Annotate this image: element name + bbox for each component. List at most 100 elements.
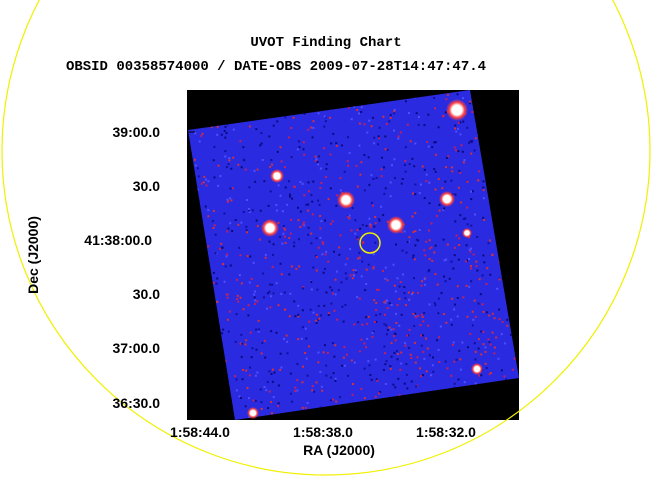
noise-pixel [317, 112, 320, 115]
noise-pixel [474, 137, 477, 140]
noise-pixel [424, 337, 427, 340]
noise-pixel [282, 337, 285, 340]
noise-pixel [384, 382, 387, 385]
noise-pixel [298, 265, 301, 268]
noise-pixel [357, 321, 360, 324]
noise-pixel [222, 263, 225, 266]
noise-pixel [340, 281, 343, 284]
noise-pixel [417, 116, 420, 119]
noise-pixel [344, 303, 347, 306]
noise-pixel [302, 221, 305, 224]
noise-pixel [350, 229, 353, 232]
noise-pixel [343, 364, 346, 367]
noise-pixel [248, 209, 251, 212]
noise-pixel [268, 290, 271, 293]
noise-pixel [434, 188, 437, 191]
x-tick-label: 1:58:32.0 [416, 424, 476, 440]
noise-pixel [470, 267, 473, 270]
noise-pixel [225, 132, 228, 135]
noise-pixel [383, 345, 386, 348]
noise-pixel [290, 218, 293, 221]
noise-pixel [410, 293, 413, 296]
noise-pixel [248, 210, 251, 213]
noise-pixel [411, 192, 414, 195]
noise-pixel [216, 125, 219, 128]
noise-pixel [294, 389, 297, 392]
noise-pixel [263, 180, 266, 183]
noise-pixel [428, 181, 431, 184]
noise-pixel [458, 237, 461, 240]
noise-pixel [226, 123, 229, 126]
noise-pixel [327, 198, 330, 201]
noise-pixel [457, 121, 460, 124]
noise-pixel [312, 311, 315, 314]
noise-pixel [289, 292, 292, 295]
noise-pixel [390, 328, 393, 331]
noise-pixel [250, 277, 253, 280]
noise-pixel [436, 339, 439, 342]
noise-pixel [469, 250, 472, 253]
noise-pixel [452, 267, 455, 270]
noise-pixel [364, 346, 367, 349]
noise-pixel [433, 251, 436, 254]
noise-pixel [197, 175, 200, 178]
noise-pixel [361, 260, 364, 263]
noise-pixel [301, 381, 304, 384]
noise-pixel [293, 245, 296, 248]
noise-pixel [389, 365, 392, 368]
noise-pixel [422, 334, 425, 337]
noise-pixel [240, 333, 243, 336]
noise-pixel [271, 380, 274, 383]
noise-pixel [267, 292, 270, 295]
noise-pixel [237, 223, 240, 226]
noise-pixel [489, 343, 492, 346]
noise-pixel [290, 156, 293, 159]
noise-pixel [341, 305, 344, 308]
noise-pixel [254, 399, 257, 402]
noise-pixel [248, 281, 251, 284]
noise-pixel [342, 356, 345, 359]
noise-pixel [301, 326, 304, 329]
noise-pixel [428, 258, 431, 261]
noise-pixel [270, 330, 273, 333]
noise-pixel [386, 279, 389, 282]
noise-pixel [360, 338, 363, 341]
noise-pixel [491, 253, 494, 256]
noise-pixel [423, 357, 426, 360]
noise-pixel [330, 142, 333, 145]
noise-pixel [311, 200, 314, 203]
noise-pixel [383, 323, 386, 326]
noise-pixel [489, 239, 492, 242]
noise-pixel [427, 324, 430, 327]
noise-pixel [216, 300, 219, 303]
noise-pixel [325, 364, 328, 367]
noise-pixel [384, 352, 387, 355]
noise-pixel [325, 163, 328, 166]
noise-pixel [493, 317, 496, 320]
noise-pixel [394, 332, 397, 335]
noise-pixel [454, 220, 457, 223]
noise-pixel [360, 161, 363, 164]
noise-pixel [417, 123, 420, 126]
noise-pixel [279, 235, 282, 238]
stars [247, 99, 483, 419]
noise-pixel [307, 128, 310, 131]
noise-pixel [380, 168, 383, 171]
noise-pixel [323, 125, 326, 128]
noise-pixel [454, 127, 457, 130]
noise-pixel [323, 147, 326, 150]
noise-pixel [283, 235, 286, 238]
noise-pixel [378, 137, 381, 140]
noise-pixel [216, 277, 219, 280]
noise-pixel [461, 419, 464, 420]
noise-pixel [226, 318, 229, 321]
noise-pixel [247, 304, 250, 307]
noise-pixel [270, 158, 273, 161]
noise-pixel [258, 238, 261, 241]
noise-pixel [311, 213, 314, 216]
noise-pixel [335, 144, 338, 147]
noise-pixel [257, 319, 260, 322]
noise-pixel [360, 387, 363, 390]
noise-pixel [330, 376, 333, 379]
noise-pixel [458, 169, 461, 172]
